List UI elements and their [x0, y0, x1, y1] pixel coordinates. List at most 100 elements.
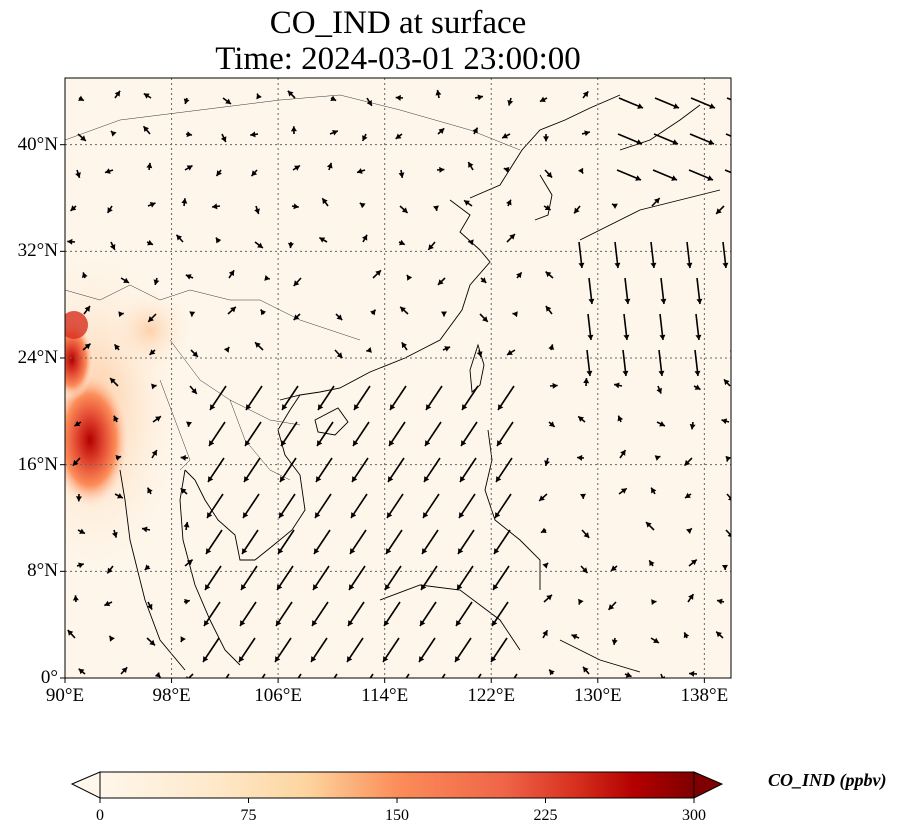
wind-arrow — [287, 90, 296, 99]
wind-arrow — [421, 529, 439, 555]
wind-arrow — [686, 241, 693, 269]
wind-arrow — [610, 565, 618, 572]
wind-arrow — [111, 529, 118, 538]
wind-arrow — [659, 313, 666, 341]
wind-arrow — [648, 559, 655, 567]
wind-arrow — [189, 385, 198, 395]
wind-arrow — [442, 346, 451, 352]
wind-arrow — [238, 637, 256, 663]
wind-arrow — [352, 421, 370, 447]
wind-arrow — [538, 493, 548, 502]
wind-arrow — [399, 306, 409, 315]
wind-arrow — [382, 637, 400, 663]
wind-arrow — [245, 385, 263, 411]
wind-arrow — [356, 168, 366, 174]
wind-arrow — [151, 449, 158, 459]
wind-arrow — [215, 237, 222, 244]
lat-tick-label: 24°N — [17, 347, 58, 368]
wind-arrow — [143, 92, 152, 99]
wind-arrow — [147, 313, 157, 323]
wind-arrow — [254, 241, 264, 249]
wind-arrow — [244, 421, 262, 447]
wind-arrow — [418, 637, 436, 663]
wind-arrow — [395, 133, 403, 140]
wind-arrow — [479, 313, 489, 323]
wind-arrow — [577, 167, 584, 174]
wind-arrow — [496, 421, 514, 447]
wind-arrow — [329, 129, 339, 136]
wind-arrow — [656, 385, 662, 394]
wind-arrow — [334, 349, 343, 359]
wind-arrow — [118, 311, 124, 318]
wind-arrow — [383, 601, 401, 627]
wind-arrow — [113, 415, 119, 423]
wind-arrow — [545, 305, 553, 315]
wind-arrow — [658, 349, 665, 377]
wind-arrow — [607, 601, 617, 611]
wind-arrow — [419, 601, 437, 627]
wind-arrow — [716, 598, 725, 605]
wind-arrow — [316, 421, 334, 447]
colorbar-tick-label: 225 — [533, 807, 558, 824]
wind-arrow — [427, 241, 436, 251]
wind-arrow — [684, 492, 692, 499]
wind-arrow — [311, 601, 329, 627]
wind-arrow — [72, 595, 79, 603]
wind-arrow — [208, 421, 226, 447]
wind-arrow — [423, 457, 441, 483]
wind-arrow — [142, 125, 151, 135]
lat-tick-label: 16°N — [17, 453, 58, 475]
wind-arrow — [241, 529, 259, 555]
wind-arrow — [587, 313, 594, 341]
map-border — [64, 77, 732, 679]
wind-arrow — [222, 97, 232, 105]
wind-arrow — [455, 601, 473, 627]
wind-arrow — [326, 162, 333, 171]
wind-arrow — [250, 131, 259, 138]
wind-arrow — [573, 205, 581, 214]
wind-arrow — [654, 455, 661, 461]
wind-arrow — [425, 385, 443, 411]
wind-arrow — [146, 487, 153, 495]
wind-arrow — [109, 377, 119, 387]
wind-arrow — [460, 421, 478, 447]
wind-arrow — [506, 199, 512, 207]
wind-arrow — [687, 593, 695, 603]
wind-arrow — [406, 274, 413, 281]
wind-arrow — [335, 313, 343, 321]
wind-arrow — [209, 385, 227, 411]
wind-arrow — [624, 277, 631, 305]
wind-arrow — [548, 344, 555, 351]
wind-arrow — [312, 565, 330, 591]
wind-arrow — [398, 239, 406, 246]
wind-arrow — [276, 565, 294, 591]
wind-arrow — [542, 629, 549, 639]
wind-arrow — [695, 313, 702, 341]
wind-arrow — [611, 637, 618, 646]
wind-arrow — [689, 421, 696, 430]
wind-arrow — [243, 457, 261, 483]
wind-arrow — [497, 385, 515, 411]
wind-arrow — [183, 598, 191, 605]
colorbar-tick-label: 150 — [385, 807, 409, 824]
wind-arrow — [78, 95, 85, 102]
wind-arrow — [506, 233, 516, 243]
wind-arrow — [586, 349, 593, 377]
wind-arrow — [359, 202, 366, 209]
wind-arrow — [366, 97, 373, 107]
wind-arrow — [545, 271, 554, 279]
wind-arrow — [457, 529, 475, 555]
lon-tick-label: 106°E — [254, 685, 302, 706]
axis-ticks — [60, 144, 705, 683]
wind-arrow — [516, 271, 523, 279]
wind-arrow — [696, 277, 703, 305]
wind-arrow — [346, 637, 364, 663]
wind-arrow — [106, 205, 113, 214]
wind-arrow — [435, 89, 442, 99]
wind-arrow — [361, 234, 368, 243]
wind-arrow — [721, 564, 728, 571]
wind-arrow — [67, 629, 76, 639]
wind-arrow — [548, 421, 556, 428]
wind-arrow — [347, 601, 365, 627]
wind-arrow — [578, 241, 585, 269]
